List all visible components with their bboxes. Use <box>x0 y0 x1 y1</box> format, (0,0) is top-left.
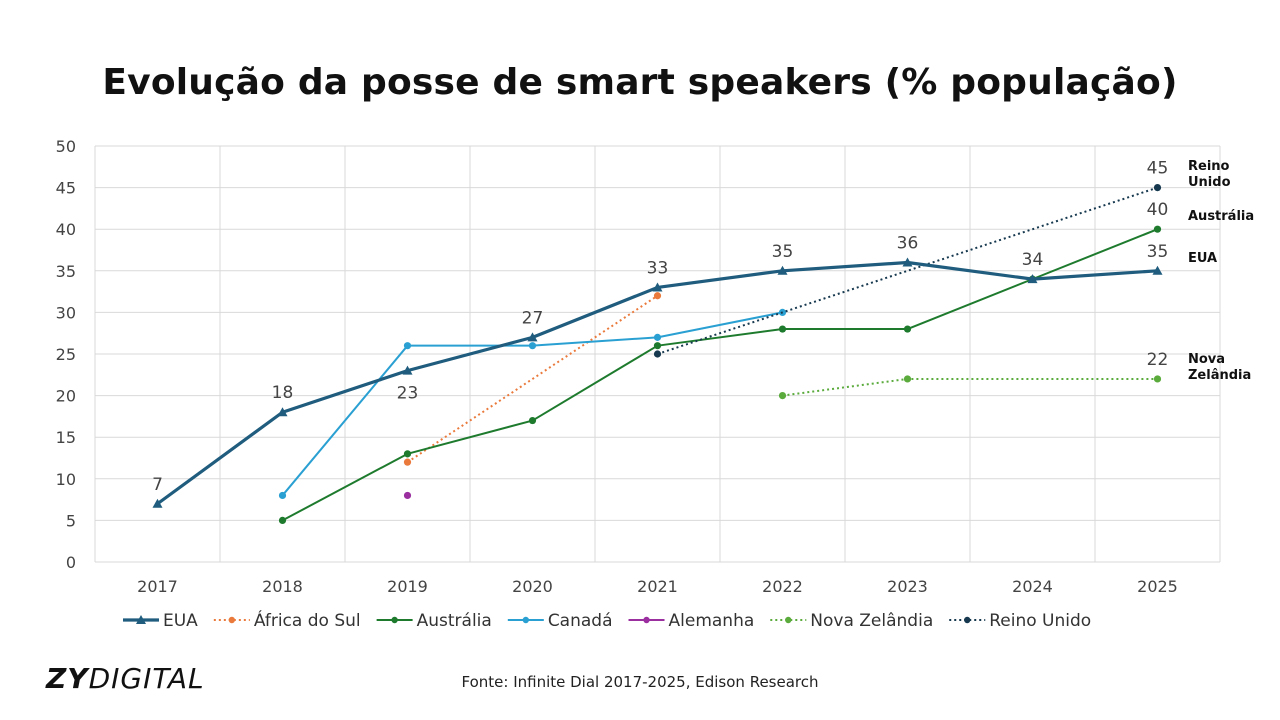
y-tick-label: 20 <box>56 387 76 406</box>
point-eua-2019 <box>402 365 413 375</box>
data-label-eua: 35 <box>1147 242 1169 262</box>
point-nova-zelandia-2022 <box>778 392 787 400</box>
point-australia-2019 <box>403 450 412 458</box>
legend-label-eua: EUA <box>163 611 198 631</box>
data-label-eua: 34 <box>1022 250 1044 270</box>
x-tick-label: 2020 <box>512 577 553 596</box>
legend-label-canada: Canadá <box>548 611 613 631</box>
x-tick-label: 2021 <box>637 577 678 596</box>
y-tick-label: 0 <box>66 553 76 572</box>
x-tick-label: 2019 <box>387 577 428 596</box>
series-line-africa-do-sul <box>406 294 659 463</box>
point-canada-2020 <box>528 342 537 350</box>
data-label-eua: 23 <box>397 384 419 404</box>
chart-title: Evolução da posse de smart speakers (% p… <box>102 62 1178 103</box>
data-label-reino-unido: 45 <box>1147 159 1169 179</box>
point-eua-2018 <box>277 407 288 417</box>
point-reino-unido-2021 <box>653 350 662 358</box>
end-label-reino-unido: Reino Unido <box>1188 159 1231 190</box>
data-label-eua: 7 <box>152 475 163 495</box>
logo-bold-text: ZY <box>46 662 89 695</box>
point-eua-2017 <box>152 498 163 508</box>
point-canada-2021 <box>653 333 662 341</box>
point-eua-2025 <box>1152 265 1163 275</box>
point-australia-2022 <box>778 325 787 333</box>
y-tick-label: 45 <box>56 179 76 198</box>
x-tick-label: 2018 <box>262 577 303 596</box>
end-label-nova-zelandia: Nova Zelândia <box>1188 352 1251 383</box>
point-africa-do-sul-2019 <box>403 458 412 466</box>
point-australia-2025 <box>1153 225 1162 233</box>
point-eua-2023 <box>902 257 913 267</box>
y-tick-label: 25 <box>56 345 76 364</box>
point-nova-zelandia-2025 <box>1153 375 1162 383</box>
data-label-eua: 33 <box>647 258 669 278</box>
data-label-eua: 18 <box>272 383 294 403</box>
point-australia-2020 <box>528 416 537 425</box>
y-tick-label: 30 <box>56 303 76 322</box>
legend-marker-africa-do-sul <box>228 616 236 624</box>
point-eua-2020 <box>527 332 538 342</box>
x-tick-label: 2024 <box>1012 577 1053 596</box>
legend-label-nova-zelandia: Nova Zelândia <box>810 611 933 631</box>
point-alemanha-2019 <box>403 491 412 500</box>
end-label-eua: EUA <box>1188 251 1217 266</box>
y-tick-label: 5 <box>66 511 76 530</box>
point-australia-2018 <box>278 516 287 525</box>
y-tick-label: 15 <box>56 428 76 447</box>
legend-marker-alemanha <box>643 616 650 624</box>
source-note: Fonte: Infinite Dial 2017-2025, Edison R… <box>461 673 819 691</box>
legend-marker-nova-zelandia <box>785 616 792 624</box>
data-label-eua: 35 <box>772 242 794 262</box>
point-reino-unido-2025 <box>1153 184 1162 192</box>
point-canada-2018 <box>278 491 287 500</box>
x-tick-label: 2017 <box>137 577 178 596</box>
point-nova-zelandia-2023 <box>903 375 912 383</box>
point-eua-2022 <box>777 265 788 275</box>
point-australia-2023 <box>903 325 912 333</box>
point-canada-2019 <box>403 342 412 350</box>
x-tick-label: 2025 <box>1137 577 1178 596</box>
legend-label-reino-unido: Reino Unido <box>989 611 1091 631</box>
legend-label-australia: Austrália <box>417 611 492 631</box>
data-label-eua: 27 <box>522 308 544 328</box>
series-line-australia <box>282 228 1158 522</box>
zydigital-logo: ZYDIGITAL <box>46 662 205 695</box>
legend-label-africa-do-sul: África do Sul <box>254 609 361 631</box>
y-tick-label: 35 <box>56 262 76 281</box>
legend-marker-australia <box>391 616 398 624</box>
data-label-eua: 36 <box>897 233 919 253</box>
legend-marker-eua <box>136 615 146 624</box>
x-tick-label: 2022 <box>762 577 803 596</box>
point-eua-2021 <box>652 282 663 292</box>
y-tick-label: 40 <box>56 220 76 239</box>
end-label-australia: Austrália <box>1188 209 1254 224</box>
x-tick-label: 2023 <box>887 577 928 596</box>
y-tick-label: 10 <box>56 470 76 489</box>
point-eua-2024 <box>1027 274 1038 284</box>
point-africa-do-sul-2021 <box>653 292 662 300</box>
logo-light-text: DIGITAL <box>88 662 205 695</box>
legend-marker-reino-unido <box>964 616 971 624</box>
y-tick-label: 50 <box>56 137 76 156</box>
data-label-nova-zelandia: 22 <box>1147 350 1169 370</box>
data-label-australia: 40 <box>1147 200 1169 220</box>
legend-label-alemanha: Alemanha <box>669 611 755 631</box>
point-australia-2021 <box>653 342 662 350</box>
legend-marker-canada <box>522 616 530 624</box>
